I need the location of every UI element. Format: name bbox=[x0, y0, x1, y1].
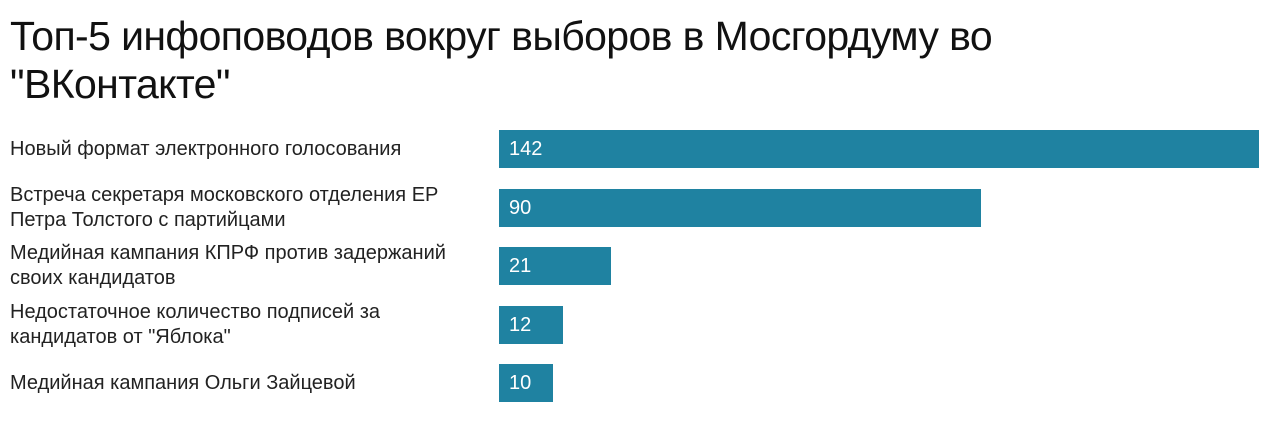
bar-value-label: 12 bbox=[509, 314, 532, 336]
bar bbox=[499, 247, 611, 285]
category-label: Недостаточное количество подписей за кан… bbox=[10, 301, 381, 348]
bar-value-label: 142 bbox=[509, 138, 543, 160]
category-label: Встреча секретаря московского отделения … bbox=[10, 184, 439, 231]
bar bbox=[499, 130, 1259, 168]
bar-value-label: 21 bbox=[509, 255, 532, 277]
bar bbox=[499, 189, 981, 227]
chart-title: Топ-5 инфоповодов вокруг выборов в Мосго… bbox=[10, 13, 993, 107]
bar-value-label: 90 bbox=[509, 197, 532, 219]
bar-value-label: 10 bbox=[509, 372, 532, 394]
bar bbox=[499, 364, 553, 402]
bar bbox=[499, 306, 563, 344]
category-label: Новый формат электронного голосования bbox=[10, 137, 402, 160]
category-label: Медийная кампания КПРФ против задержаний… bbox=[10, 242, 446, 289]
category-label: Медийная кампания Ольги Зайцевой bbox=[10, 371, 356, 394]
